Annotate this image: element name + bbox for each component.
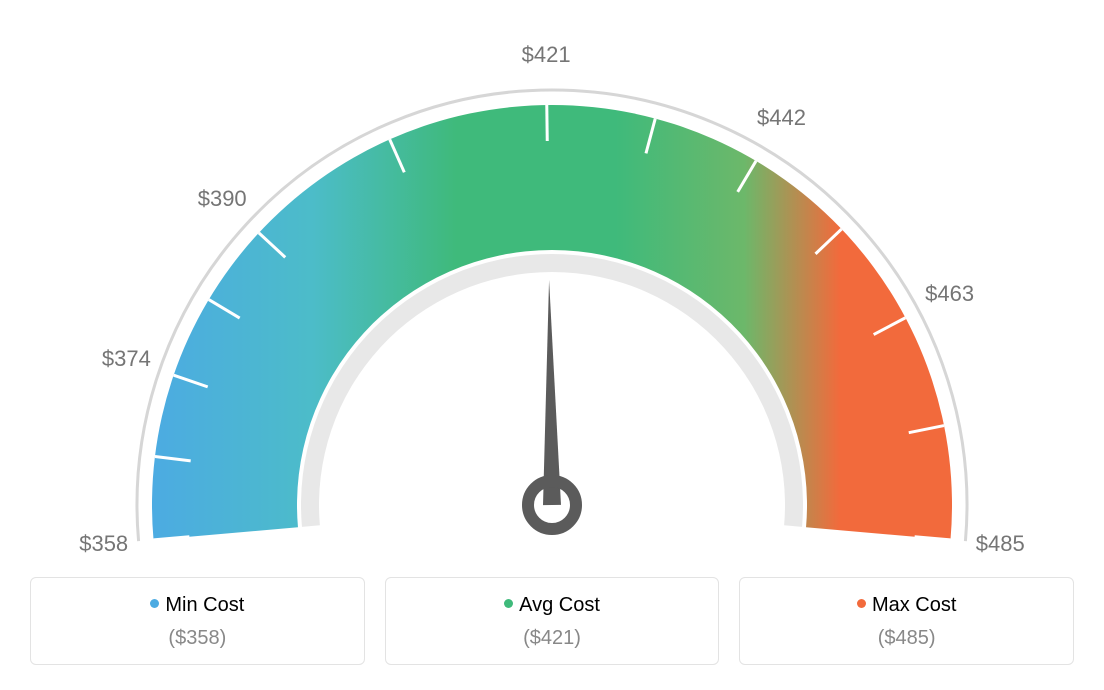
legend-value-min: ($358): [41, 627, 354, 650]
legend-label-avg: Avg Cost: [519, 594, 600, 616]
legend-label-min: Min Cost: [165, 594, 244, 616]
gauge-area: $358 $374 $390 $421 $442 $463 $485: [0, 0, 1104, 560]
legend-title-avg: Avg Cost: [396, 594, 709, 617]
dot-icon-avg: [504, 599, 513, 608]
legend-card-min: Min Cost ($358): [30, 577, 365, 665]
tick-label: $374: [102, 346, 151, 372]
tick-label: $358: [79, 531, 128, 557]
legend-value-avg: ($421): [396, 627, 709, 650]
legend-card-max: Max Cost ($485): [739, 577, 1074, 665]
tick-label: $485: [976, 531, 1025, 557]
cost-gauge-chart: $358 $374 $390 $421 $442 $463 $485 Min Cost ($…: [0, 0, 1104, 690]
legend-title-max: Max Cost: [750, 594, 1063, 617]
legend-row: Min Cost ($358) Avg Cost ($421) Max Cost…: [0, 577, 1104, 665]
legend-card-avg: Avg Cost ($421): [385, 577, 720, 665]
gauge-svg: [0, 0, 1104, 560]
tick-label: $421: [522, 42, 571, 68]
legend-value-max: ($485): [750, 627, 1063, 650]
tick-label: $463: [925, 281, 974, 307]
tick-label: $442: [757, 105, 806, 131]
tick-label: $390: [198, 186, 247, 212]
dot-icon-min: [150, 599, 159, 608]
legend-label-max: Max Cost: [872, 594, 956, 616]
dot-icon-max: [857, 599, 866, 608]
legend-title-min: Min Cost: [41, 594, 354, 617]
